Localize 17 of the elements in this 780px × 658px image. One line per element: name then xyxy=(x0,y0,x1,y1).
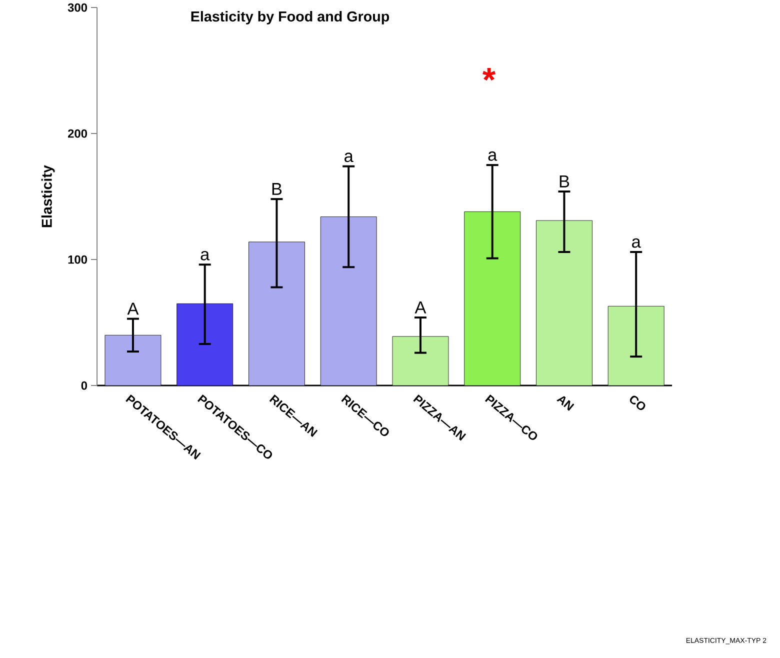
y-tick-label: 0 xyxy=(81,381,88,390)
annotation: A xyxy=(414,302,426,314)
chart-title: Elasticity by Food and Group xyxy=(191,11,390,25)
annotation: a xyxy=(632,238,641,248)
annotation: * xyxy=(482,68,496,81)
annotation: B xyxy=(272,183,282,196)
x-tick-label: AN xyxy=(556,396,574,411)
y-axis-title: Elasticity xyxy=(41,165,55,228)
annotation: A xyxy=(127,302,139,315)
x-tick-label: CO xyxy=(630,396,646,410)
annotation: B xyxy=(560,176,570,188)
annotation: a xyxy=(488,152,498,161)
y-tick-label: 300 xyxy=(68,3,88,12)
annotation: a xyxy=(200,251,210,261)
annotation: a xyxy=(344,152,354,162)
y-tick-label: 100 xyxy=(68,255,88,264)
y-tick-label: 200 xyxy=(68,129,88,138)
